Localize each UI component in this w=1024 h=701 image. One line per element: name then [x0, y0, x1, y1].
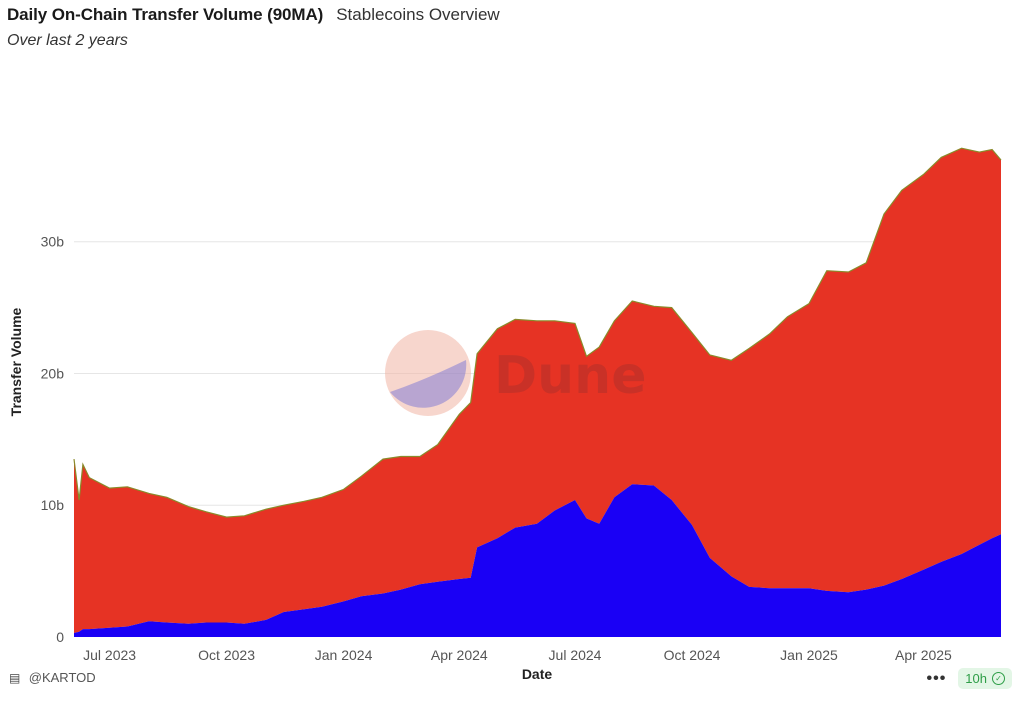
y-tick-label: 10b [41, 497, 65, 513]
x-tick-label: Apr 2024 [431, 647, 488, 663]
x-tick-label: Jan 2024 [315, 647, 373, 663]
x-axis-title: Date [522, 666, 553, 682]
x-tick-label: Jan 2025 [780, 647, 838, 663]
dune-logo-icon [385, 330, 471, 416]
check-circle-icon: ✓ [992, 672, 1005, 685]
dune-watermark: Dune [385, 330, 646, 416]
author-name[interactable]: @KARTOD [28, 670, 96, 685]
series-area-top [74, 148, 1001, 633]
chart-title: Daily On-Chain Transfer Volume (90MA) [7, 5, 324, 24]
y-tick-label: 30b [41, 234, 65, 250]
series-top-edge [73, 147, 1002, 518]
y-axis-ticks: 0 10b 20b 30b [41, 234, 65, 645]
x-tick-label: Jul 2023 [83, 647, 136, 663]
more-icon[interactable]: ••• [926, 669, 947, 687]
dune-logo-wave [390, 360, 467, 408]
dashboard-name[interactable]: Stablecoins Overview [336, 5, 500, 24]
freshness-label: 10h [965, 671, 987, 686]
chart-subtitle: Over last 2 years [7, 32, 128, 49]
watermark-text: Dune [494, 346, 646, 406]
x-tick-label: Oct 2024 [664, 647, 721, 663]
y-tick-label: 20b [41, 365, 65, 381]
paint-roller-icon: ▤ [9, 670, 23, 685]
author-credit[interactable]: ▤ @KARTOD [9, 670, 96, 685]
freshness-badge[interactable]: 10h ✓ [958, 668, 1012, 689]
y-tick-label: 0 [56, 629, 64, 645]
x-tick-label: Apr 2025 [895, 647, 952, 663]
plot-areas [73, 147, 1002, 637]
series-area-bottom [74, 484, 1001, 637]
x-tick-label: Oct 2023 [198, 647, 255, 663]
chart-footer-actions: ••• 10h ✓ [926, 668, 1012, 689]
x-axis-ticks: Jul 2023 Oct 2023 Jan 2024 Apr 2024 Jul 2024… [83, 647, 952, 663]
chart-header: Daily On-Chain Transfer Volume (90MA) St… [7, 5, 1014, 50]
x-tick-label: Jul 2024 [549, 647, 602, 663]
y-axis-title: Transfer Volume [8, 307, 24, 416]
